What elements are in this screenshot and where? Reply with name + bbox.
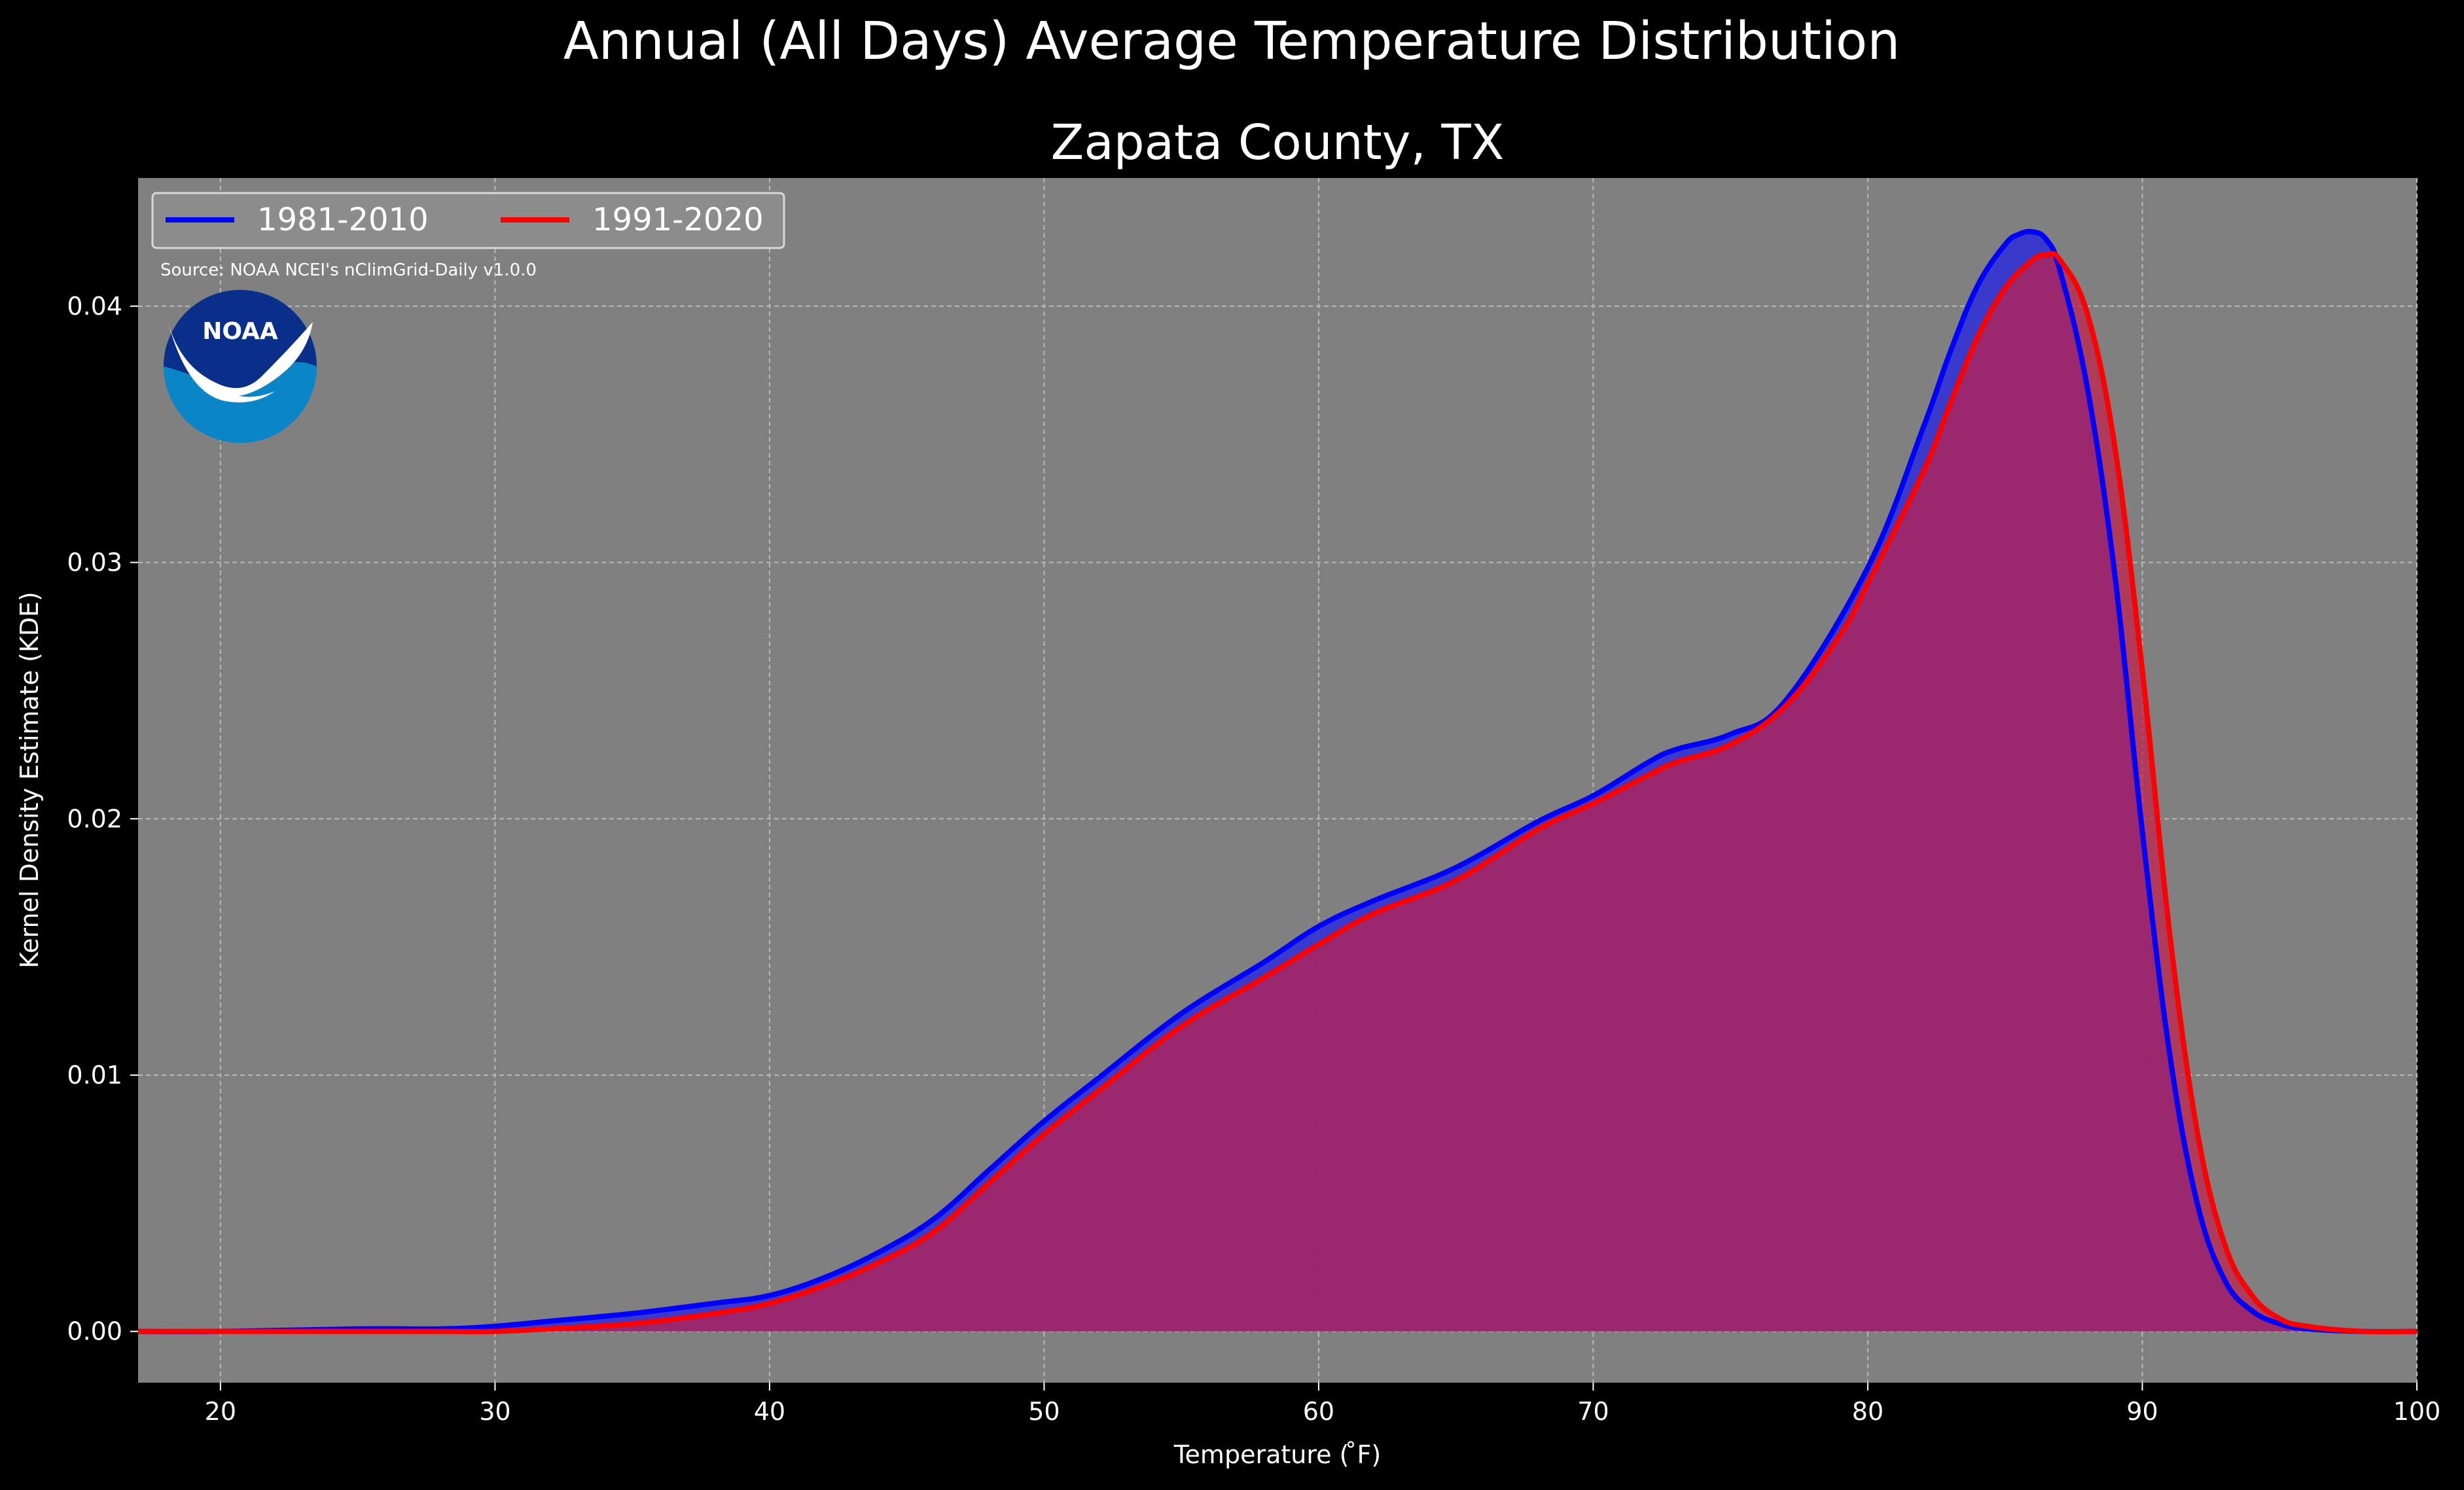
svg-text:NOAA: NOAA — [202, 318, 278, 345]
y-tick-label: 0.04 — [67, 292, 122, 321]
x-axis-ticks: 20 30 40 50 60 70 80 90 100 — [205, 1383, 2441, 1426]
legend-box — [151, 192, 785, 249]
x-axis-label: Temperature ( ̊F) — [1173, 1440, 1381, 1469]
density-lines — [138, 228, 2417, 1335]
chart-title: Annual (All Days) Average Temperature Di… — [563, 11, 1901, 71]
y-axis-label: Kernel Density Estimate (KDE) — [15, 592, 44, 968]
x-tick-label: 20 — [205, 1397, 236, 1426]
series-line-1991-2020 — [138, 251, 2417, 1335]
noaa-logo-icon: NOAA — [164, 290, 317, 443]
legend-label-1981-2010: 1981-2010 — [257, 202, 429, 238]
legend: 1981-2010 1991-2020 — [151, 192, 785, 249]
legend-label-1991-2020: 1991-2020 — [592, 202, 764, 238]
x-tick-label: 100 — [2393, 1397, 2441, 1426]
x-tick-label: 90 — [2126, 1397, 2158, 1426]
y-tick-label: 0.00 — [67, 1317, 122, 1346]
y-tick-label: 0.02 — [67, 804, 122, 833]
x-tick-label: 60 — [1303, 1397, 1334, 1426]
density-areas — [138, 231, 2417, 1332]
x-tick-label: 40 — [754, 1397, 785, 1426]
source-note: Source: NOAA NCEI's nClimGrid-Daily v1.0… — [160, 260, 537, 280]
x-tick-label: 50 — [1028, 1397, 1060, 1426]
x-tick-label: 70 — [1577, 1397, 1609, 1426]
series-line-1981-2010 — [138, 228, 2417, 1334]
x-tick-label: 30 — [479, 1397, 510, 1426]
y-tick-label: 0.03 — [67, 548, 122, 577]
x-tick-label: 80 — [1852, 1397, 1884, 1426]
area-fill-1991-2020 — [138, 253, 2417, 1332]
chart-subtitle: Zapata County, TX — [1051, 115, 1505, 171]
y-axis-ticks: 0.00 0.01 0.02 0.03 0.04 — [67, 292, 138, 1346]
y-tick-label: 0.01 — [67, 1061, 122, 1090]
